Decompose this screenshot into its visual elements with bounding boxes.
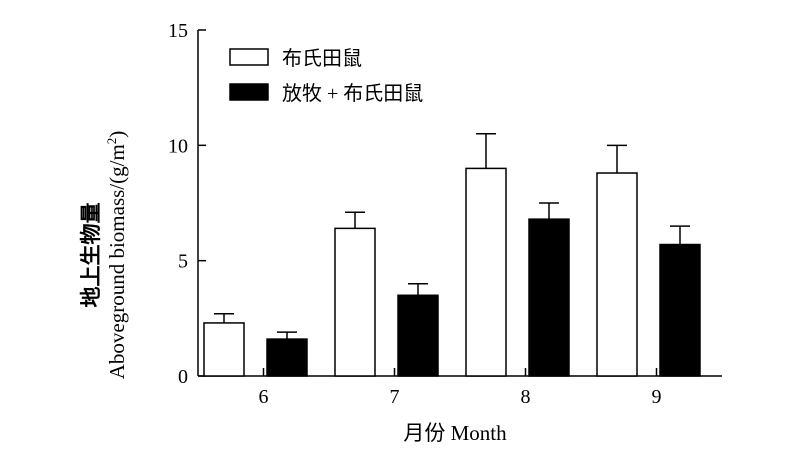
y-tick-label: 5 — [178, 251, 188, 273]
y-axis-title: 地上生物量 Aboveground biomass/(g/m2) — [79, 131, 129, 380]
bar-series-2 — [528, 218, 570, 377]
bar-series-1 — [203, 322, 245, 377]
y-axis-title-superscript: 2 — [104, 138, 119, 145]
x-axis-title: 月份 Month — [403, 421, 507, 445]
axis-labels: 月份 Month 地上生物量 Aboveground biomass/(g/m2… — [79, 131, 507, 445]
svg-text:Aboveground biomass/(g/m2): Aboveground biomass/(g/m2) — [104, 131, 129, 380]
bar-series-2 — [659, 243, 701, 377]
bar-series-2 — [397, 294, 439, 377]
bar-series-1 — [465, 167, 507, 377]
bars — [203, 133, 701, 377]
svg-text:地上生物量: 地上生物量 — [79, 203, 103, 308]
x-tick-label: 8 — [521, 386, 531, 408]
legend-label-series-1: 布氏田鼠 — [282, 47, 362, 70]
legend-label-series-2: 放牧 + 布氏田鼠 — [282, 82, 423, 105]
bar-series-1 — [334, 227, 376, 377]
x-tick-label: 6 — [259, 386, 269, 408]
x-tick-label: 7 — [390, 386, 400, 408]
legend-swatch-black — [229, 83, 269, 101]
axes: 0 5 10 15 6 7 8 9 — [168, 20, 722, 408]
x-tick-label: 9 — [652, 386, 662, 408]
y-tick-label: 0 — [178, 366, 188, 388]
bar-series-2 — [266, 338, 308, 377]
legend: 布氏田鼠 放牧 + 布氏田鼠 — [229, 47, 423, 105]
y-axis-title-cn: 地上生物量 — [79, 203, 103, 308]
y-axis-title-close: ) — [105, 131, 129, 138]
y-tick-label: 15 — [168, 20, 188, 42]
legend-swatch-white — [229, 48, 269, 66]
y-axis-title-en: Aboveground biomass/(g/m — [105, 144, 129, 379]
bar-series-1 — [596, 172, 638, 377]
y-tick-label: 10 — [168, 135, 188, 157]
